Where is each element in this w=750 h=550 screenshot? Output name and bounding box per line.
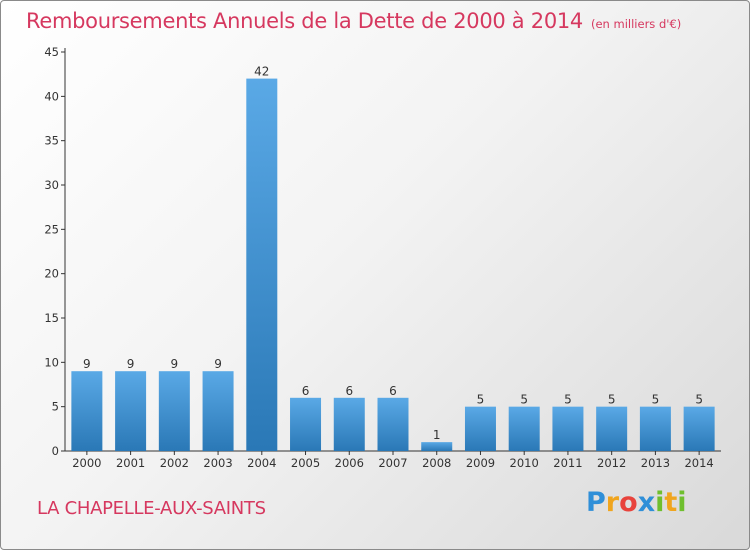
- x-tick-label: 2009: [466, 456, 495, 470]
- x-tick-label: 2010: [510, 456, 539, 470]
- data-label: 5: [564, 393, 572, 407]
- data-label: 5: [520, 393, 528, 407]
- x-tick-label: 2007: [378, 456, 407, 470]
- x-tick-label: 2006: [335, 456, 364, 470]
- y-tick-label: 0: [52, 444, 59, 458]
- chart-unit-label: (en milliers d'€): [591, 17, 682, 31]
- logo-letter: x: [637, 487, 656, 518]
- data-label: 9: [127, 357, 135, 371]
- bar: [377, 397, 409, 451]
- logo-letter: t: [664, 487, 678, 518]
- bar: [115, 371, 147, 451]
- bar: [464, 406, 496, 451]
- data-label: 9: [83, 357, 91, 371]
- bar: [552, 406, 584, 451]
- logo-letter: i: [655, 487, 665, 518]
- bar: [596, 406, 628, 451]
- bar: [333, 397, 365, 451]
- x-tick-label: 2003: [203, 456, 232, 470]
- y-tick-label: 25: [44, 222, 59, 236]
- logo-letter: r: [605, 487, 620, 518]
- logo-letter: i: [677, 487, 687, 518]
- bar: [71, 371, 103, 451]
- bar: [683, 406, 715, 451]
- data-label: 6: [345, 384, 353, 398]
- x-tick-label: 2014: [684, 456, 713, 470]
- x-tick-label: 2008: [422, 456, 451, 470]
- y-tick-label: 10: [44, 355, 59, 369]
- y-tick-label: 45: [44, 45, 59, 59]
- y-tick-label: 30: [44, 178, 59, 192]
- data-label: 6: [389, 384, 397, 398]
- data-label: 5: [695, 393, 703, 407]
- bars: [71, 78, 715, 451]
- bar: [246, 78, 278, 451]
- logo-letter: o: [619, 487, 638, 518]
- y-tick-label: 35: [44, 134, 59, 148]
- data-label: 9: [214, 357, 222, 371]
- bar: [202, 371, 234, 451]
- y-tick-label: 20: [44, 267, 59, 281]
- y-tick-label: 15: [44, 311, 59, 325]
- x-tick-label: 2012: [597, 456, 626, 470]
- x-tick-label: 2004: [247, 456, 276, 470]
- bar: [639, 406, 671, 451]
- data-label: 5: [608, 393, 616, 407]
- proxiti-logo: Proxiti: [586, 487, 687, 518]
- data-label: 6: [302, 384, 310, 398]
- data-label: 42: [254, 65, 269, 79]
- y-tick-label: 40: [44, 89, 59, 103]
- x-tick-label: 2011: [553, 456, 582, 470]
- bar: [158, 371, 190, 451]
- data-label: 9: [171, 357, 179, 371]
- x-tick-label: 2013: [641, 456, 670, 470]
- data-label: 5: [652, 393, 660, 407]
- commune-name: LA CHAPELLE-AUX-SAINTS: [37, 498, 266, 519]
- x-tick-label: 2005: [291, 456, 320, 470]
- x-tick-label: 2001: [116, 456, 145, 470]
- logo-letter: P: [586, 487, 606, 518]
- chart-title: Remboursements Annuels de la Dette de 20…: [26, 9, 681, 33]
- y-tick-label: 5: [52, 400, 59, 414]
- bar: [290, 397, 322, 451]
- data-labels: 9 9 9 9 42 6 6 6 1 5 5 5 5 5 5: [83, 65, 703, 443]
- bar: [421, 442, 453, 451]
- x-tick-label: 2000: [72, 456, 101, 470]
- data-label: 1: [433, 428, 441, 442]
- x-tick-label: 2002: [160, 456, 189, 470]
- chart-title-text: Remboursements Annuels de la Dette de 20…: [26, 9, 583, 33]
- data-label: 5: [477, 393, 485, 407]
- bar: [508, 406, 540, 451]
